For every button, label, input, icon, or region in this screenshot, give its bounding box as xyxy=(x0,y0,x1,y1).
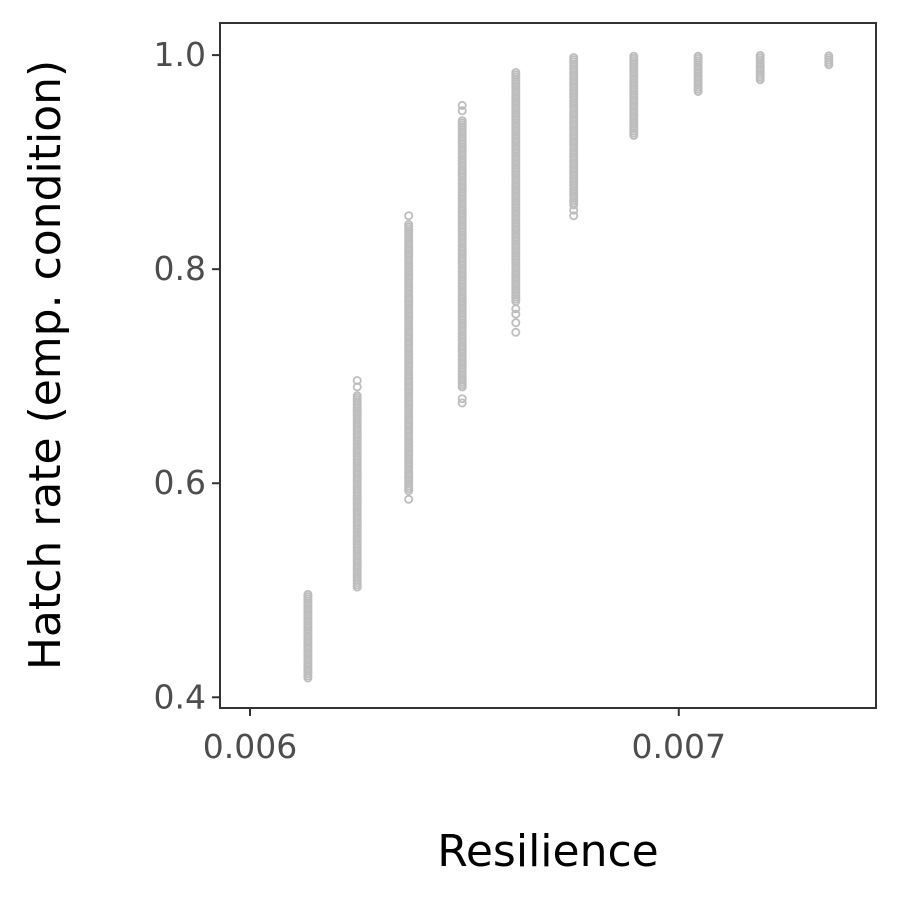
y-axis-title: Hatch rate (emp. condition) xyxy=(20,60,71,670)
data-point xyxy=(511,304,521,314)
data-point xyxy=(404,494,414,504)
data-point xyxy=(511,309,521,319)
y-tick-label: 0.8 xyxy=(154,249,206,288)
data-points xyxy=(303,51,834,683)
x-tick-label: 0.007 xyxy=(632,727,726,766)
data-point xyxy=(824,51,834,61)
data-point xyxy=(569,205,579,215)
data-point xyxy=(457,116,467,126)
data-point xyxy=(629,51,639,61)
data-point xyxy=(352,391,362,401)
y-tick-label: 1.0 xyxy=(154,35,206,74)
data-point xyxy=(457,394,467,404)
plot-panel-border xyxy=(219,22,877,709)
data-point xyxy=(569,53,579,63)
data-point xyxy=(569,211,579,221)
data-point xyxy=(457,100,467,110)
data-point xyxy=(404,211,414,221)
data-point xyxy=(755,51,765,61)
data-point xyxy=(457,106,467,116)
data-point xyxy=(511,68,521,78)
y-tick-label: 0.6 xyxy=(154,463,206,502)
x-axis-title: Resilience xyxy=(437,826,658,877)
data-point xyxy=(303,589,313,599)
data-point xyxy=(511,327,521,337)
x-tick-label: 0.006 xyxy=(203,727,297,766)
axes: 0.4 0.6 0.8 1.0 0.006 0.007 xyxy=(154,35,726,766)
data-point xyxy=(511,318,521,328)
data-point xyxy=(457,398,467,408)
y-tick-label: 0.4 xyxy=(154,677,206,716)
data-point xyxy=(352,375,362,385)
data-point xyxy=(693,51,703,61)
data-point xyxy=(404,219,414,229)
